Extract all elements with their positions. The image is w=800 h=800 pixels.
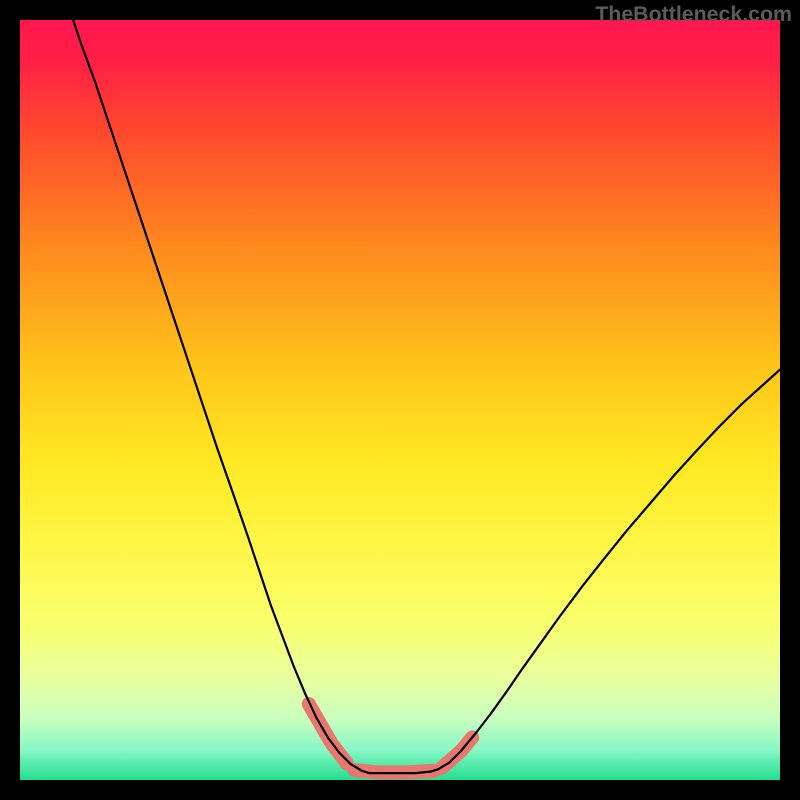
- watermark-text: TheBottleneck.com: [595, 2, 792, 27]
- chart-svg: [20, 20, 780, 780]
- chart-container: TheBottleneck.com: [0, 0, 800, 800]
- plot-area: [20, 20, 780, 780]
- gradient-background: [20, 20, 780, 780]
